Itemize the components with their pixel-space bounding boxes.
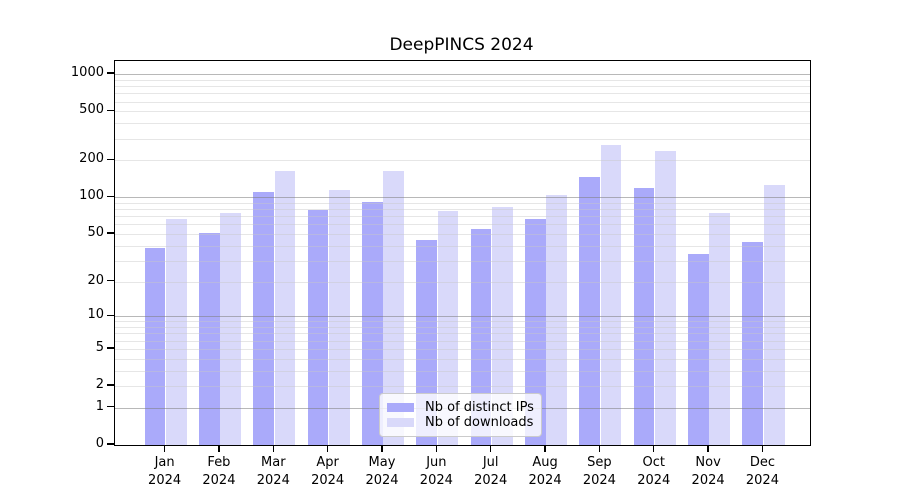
- bar-downloads-jun: [437, 211, 459, 445]
- y-tick-mark: [107, 72, 114, 74]
- gridline: [115, 74, 810, 76]
- plot-area: [114, 60, 811, 446]
- bar-downloads-nov: [709, 212, 731, 445]
- gridline: [115, 202, 810, 204]
- legend-swatch-distinct-ips: [387, 403, 414, 412]
- bar-distinct-ips-sep: [579, 177, 601, 445]
- y-tick-label: 1000: [70, 65, 104, 81]
- y-tick-label: 500: [79, 102, 104, 118]
- y-tick-mark: [107, 384, 114, 386]
- bar-downloads-apr: [328, 189, 350, 445]
- gridline: [115, 79, 810, 81]
- x-tick-label: Nov 2024: [691, 455, 725, 488]
- x-tick-mark: [544, 445, 546, 452]
- y-tick-mark: [107, 158, 114, 160]
- y-tick-label: 0: [95, 436, 104, 451]
- legend-label-downloads: Nb of downloads: [425, 415, 534, 430]
- y-tick-mark: [107, 109, 114, 111]
- bar-downloads-oct: [655, 150, 676, 445]
- bar-distinct-ips-nov: [688, 254, 709, 445]
- bar-distinct-ips-jan: [144, 248, 166, 445]
- bar-downloads-dec: [763, 184, 785, 445]
- legend: Nb of distinct IPs Nb of downloads: [379, 393, 542, 437]
- x-tick-label: Dec 2024: [745, 455, 779, 488]
- y-tick-label: 200: [79, 151, 104, 167]
- y-tick-mark: [107, 279, 114, 282]
- x-tick-label: Oct 2024: [637, 455, 671, 488]
- gridline: [115, 216, 810, 218]
- bar-downloads-may: [383, 171, 405, 445]
- legend-item-distinct-ips: Nb of distinct IPs: [387, 400, 534, 415]
- x-tick-label: Sep 2024: [582, 455, 616, 488]
- gridline: [115, 209, 810, 211]
- x-tick-label: Apr 2024: [311, 455, 345, 488]
- bar-distinct-ips-jul: [470, 228, 492, 445]
- x-tick-mark: [761, 445, 764, 452]
- bar-distinct-ips-feb: [198, 232, 220, 445]
- x-tick-label: Feb 2024: [202, 455, 236, 488]
- y-tick-label: 5: [95, 339, 104, 355]
- bar-downloads-mar: [274, 170, 296, 445]
- y-tick-mark: [107, 195, 114, 197]
- bar-distinct-ips-may: [361, 201, 383, 445]
- x-tick-label: Mar 2024: [256, 455, 290, 488]
- bar-distinct-ips-apr: [307, 209, 329, 445]
- x-tick-mark: [326, 445, 329, 452]
- bar-distinct-ips-aug: [524, 219, 546, 445]
- legend-label-distinct-ips: Nb of distinct IPs: [425, 400, 534, 415]
- gridline: [115, 224, 810, 226]
- gridline: [115, 138, 810, 140]
- x-tick-label: May 2024: [365, 455, 399, 488]
- x-tick-mark: [653, 445, 655, 452]
- chart-title: DeepPINCS 2024: [389, 35, 534, 55]
- bar-downloads-sep: [600, 144, 622, 445]
- x-tick-mark: [707, 445, 709, 452]
- gridline: [115, 111, 810, 113]
- bar-downloads-jan: [165, 219, 187, 445]
- legend-swatch-downloads: [387, 418, 414, 427]
- y-tick-label: 100: [79, 188, 104, 204]
- legend-item-downloads: Nb of downloads: [387, 415, 533, 430]
- bar-distinct-ips-oct: [633, 188, 655, 445]
- bar-downloads-aug: [546, 194, 568, 445]
- y-tick-label: 50: [87, 224, 104, 240]
- bar-downloads-feb: [220, 212, 242, 445]
- x-tick-mark: [381, 445, 383, 452]
- x-tick-label: Jan 2024: [148, 455, 182, 488]
- y-tick-mark: [107, 232, 114, 234]
- bar-downloads-jul: [492, 206, 513, 445]
- y-tick-label: 2: [95, 377, 104, 393]
- y-tick-mark: [107, 347, 114, 349]
- x-tick-mark: [163, 445, 166, 452]
- x-tick-mark: [435, 445, 438, 452]
- bar-distinct-ips-mar: [253, 192, 274, 445]
- y-tick-label: 20: [87, 272, 104, 288]
- bar-distinct-ips-dec: [742, 241, 764, 445]
- x-tick-mark: [598, 445, 601, 452]
- y-tick-mark: [107, 406, 114, 408]
- y-tick-label: 10: [87, 307, 104, 323]
- x-tick-label: Aug 2024: [528, 455, 562, 488]
- y-tick-mark: [107, 443, 114, 445]
- x-tick-mark: [490, 445, 492, 452]
- y-tick-mark: [107, 314, 114, 316]
- gridline: [115, 101, 810, 103]
- gridline: [115, 197, 810, 199]
- x-tick-label: Jul 2024: [474, 455, 508, 488]
- x-tick-mark: [218, 445, 220, 452]
- gridline: [115, 160, 810, 162]
- gridline: [115, 93, 810, 95]
- gridline: [115, 86, 810, 88]
- y-tick-label: 1: [95, 398, 104, 414]
- x-tick-mark: [272, 445, 274, 452]
- x-tick-label: Jun 2024: [419, 455, 453, 488]
- gridline: [115, 123, 810, 125]
